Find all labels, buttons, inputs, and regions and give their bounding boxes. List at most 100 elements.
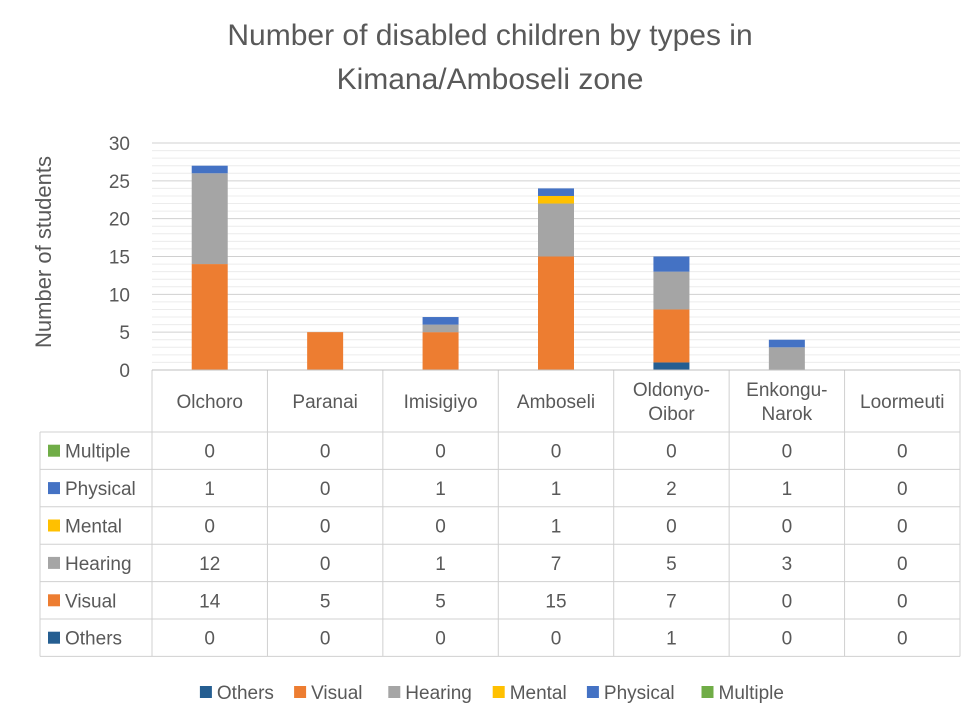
bar-segment-physical [653, 256, 690, 272]
category-label: Olchoro [176, 392, 243, 413]
chart-title-line-2: Kimana/Amboseli zone [336, 63, 644, 96]
data-table-cell: 0 [320, 479, 331, 500]
data-table-cell: 1 [435, 479, 446, 500]
bar-segment-visual [653, 309, 690, 363]
data-table-cell: 2 [666, 479, 677, 500]
data-table-cell: 0 [320, 517, 331, 538]
bar-segment-visual [191, 264, 228, 370]
data-table-cell: 5 [320, 591, 331, 612]
data-table-cell: 1 [551, 517, 562, 538]
data-table-cell: 0 [435, 517, 446, 538]
bar-segment-physical [538, 188, 574, 196]
data-table-cell: 1 [782, 479, 793, 500]
data-table-cell: 0 [666, 442, 677, 463]
data-table-cell: 1 [435, 554, 446, 575]
y-tick-label: 5 [119, 323, 130, 344]
y-tick-label: 25 [109, 172, 130, 193]
category-label: Imisigiyo [404, 392, 478, 413]
data-table-cell: 0 [897, 517, 908, 538]
legend-label: Others [217, 683, 274, 704]
data-table-cell: 0 [320, 442, 331, 463]
table-series-name: Mental [65, 517, 122, 538]
category-label: Amboseli [517, 392, 595, 413]
y-tick-label: 20 [109, 210, 130, 231]
bar-segment-physical [191, 165, 228, 174]
legend-label: Mental [510, 683, 567, 704]
table-series-name: Physical [65, 479, 136, 500]
legend-label: Hearing [405, 683, 472, 704]
table-series-name: Hearing [65, 554, 132, 575]
data-table-cell: 15 [545, 591, 566, 612]
table-legend-key-mental [48, 519, 60, 532]
bar-segment-visual [422, 332, 459, 370]
category-label: Oibor [648, 404, 695, 425]
data-table-cell: 0 [897, 554, 908, 575]
category-label: Oldonyo- [633, 380, 710, 401]
data-table-cell: 12 [199, 554, 220, 575]
data-table-cell: 0 [204, 629, 215, 650]
data-table-cell: 0 [435, 629, 446, 650]
table-legend-key-hearing [48, 556, 60, 569]
bar-segment-hearing [538, 203, 574, 257]
y-tick-label: 0 [119, 361, 130, 382]
chart-title-line-1: Number of disabled children by types in [227, 19, 753, 52]
legend-key-others [199, 686, 212, 698]
bar-segment-mental [538, 195, 574, 204]
legend-label: Physical [604, 683, 675, 704]
data-table-cell: 5 [666, 554, 677, 575]
legend-key-physical [586, 686, 599, 698]
bar-segment-physical [422, 317, 459, 325]
data-table-cell: 0 [897, 629, 908, 650]
data-table-cell: 7 [551, 554, 562, 575]
data-table-cell: 0 [782, 591, 793, 612]
table-series-name: Others [65, 629, 122, 650]
legend-key-mental [492, 686, 505, 698]
bar-segment-others [653, 362, 690, 370]
table-legend-key-visual [48, 594, 60, 607]
data-table-cell: 3 [782, 554, 793, 575]
data-table-cell: 0 [204, 442, 215, 463]
data-table-cell: 5 [435, 591, 446, 612]
category-label: Loormeuti [860, 392, 945, 413]
data-table-cell: 0 [666, 517, 677, 538]
data-table-cell: 0 [551, 629, 562, 650]
data-table-cell: 0 [320, 554, 331, 575]
bar-segment-hearing [653, 271, 690, 310]
data-table-cell: 0 [897, 442, 908, 463]
table-legend-key-multiple [48, 444, 60, 457]
data-table-cell: 1 [551, 479, 562, 500]
category-label: Paranai [292, 392, 358, 413]
data-table-cell: 1 [204, 479, 215, 500]
y-tick-label: 30 [109, 134, 130, 155]
bar-segment-hearing [191, 173, 228, 265]
data-table-cell: 7 [666, 591, 677, 612]
y-tick-label: 15 [109, 248, 130, 269]
data-table-cell: 0 [897, 479, 908, 500]
data-table-cell: 0 [204, 517, 215, 538]
table-series-name: Visual [65, 591, 116, 612]
data-table-cell: 14 [199, 591, 221, 612]
legend-label: Multiple [719, 683, 784, 704]
bar-segment-physical [768, 339, 805, 348]
table-legend-key-physical [48, 482, 60, 495]
legend-key-hearing [388, 686, 401, 698]
data-table-cell: 0 [782, 629, 793, 650]
legend-key-multiple [701, 686, 714, 698]
table-series-name: Multiple [65, 442, 130, 463]
data-table-cell: 0 [435, 442, 446, 463]
legend-key-visual [294, 686, 307, 698]
data-table-cell: 0 [782, 517, 793, 538]
data-table-cell: 0 [897, 591, 908, 612]
bar-segment-visual [307, 332, 344, 370]
y-tick-label: 10 [109, 285, 130, 306]
data-table-cell: 0 [782, 442, 793, 463]
category-label: Enkongu- [746, 380, 827, 401]
chart-title: Number of disabled children by types in … [0, 14, 980, 102]
legend-label: Visual [311, 683, 362, 704]
data-table-cell: 0 [551, 442, 562, 463]
data-table-cell: 0 [320, 629, 331, 650]
data-table-cell: 1 [666, 629, 677, 650]
bar-segment-hearing [768, 347, 805, 370]
table-legend-key-others [48, 631, 60, 644]
